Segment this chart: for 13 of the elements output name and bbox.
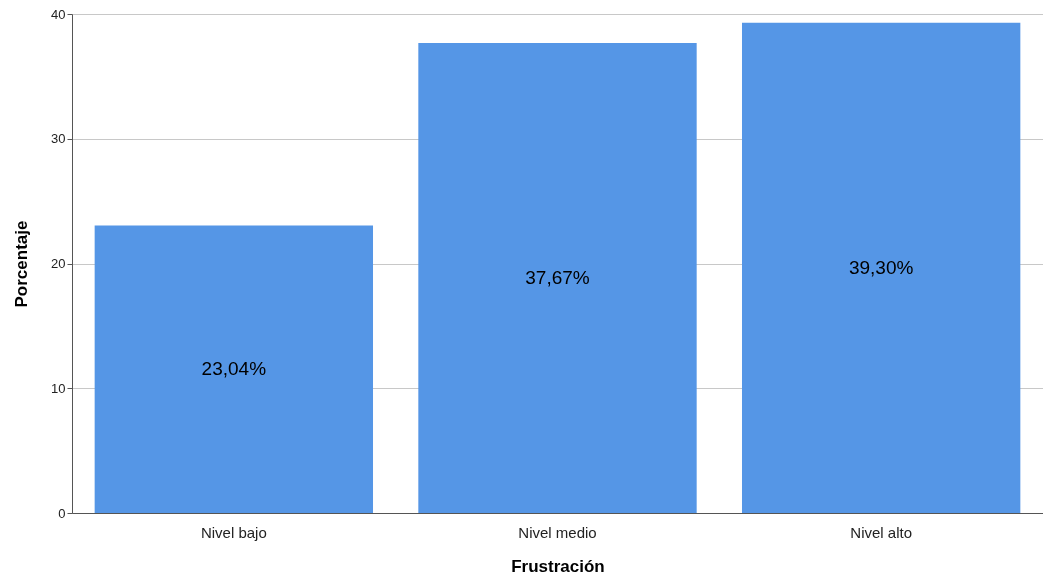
x-axis-title: Frustración — [511, 556, 605, 576]
y-tick-label: 30 — [51, 131, 66, 147]
data-label: 39,30% — [848, 256, 914, 278]
data-label: 37,67% — [525, 267, 590, 289]
y-tick-label: 40 — [51, 6, 66, 22]
y-axis-title: Porcentaje — [12, 220, 32, 308]
y-tick-label: 0 — [58, 505, 66, 521]
y-tick-label: 10 — [51, 380, 66, 396]
x-tick-label: Nivel bajo — [200, 523, 267, 541]
data-label: 23,04% — [201, 358, 267, 380]
y-tick-label: 20 — [51, 256, 66, 271]
x-tick-label: Nivel alto — [850, 523, 913, 541]
x-tick-label: Nivel medio — [518, 523, 597, 541]
